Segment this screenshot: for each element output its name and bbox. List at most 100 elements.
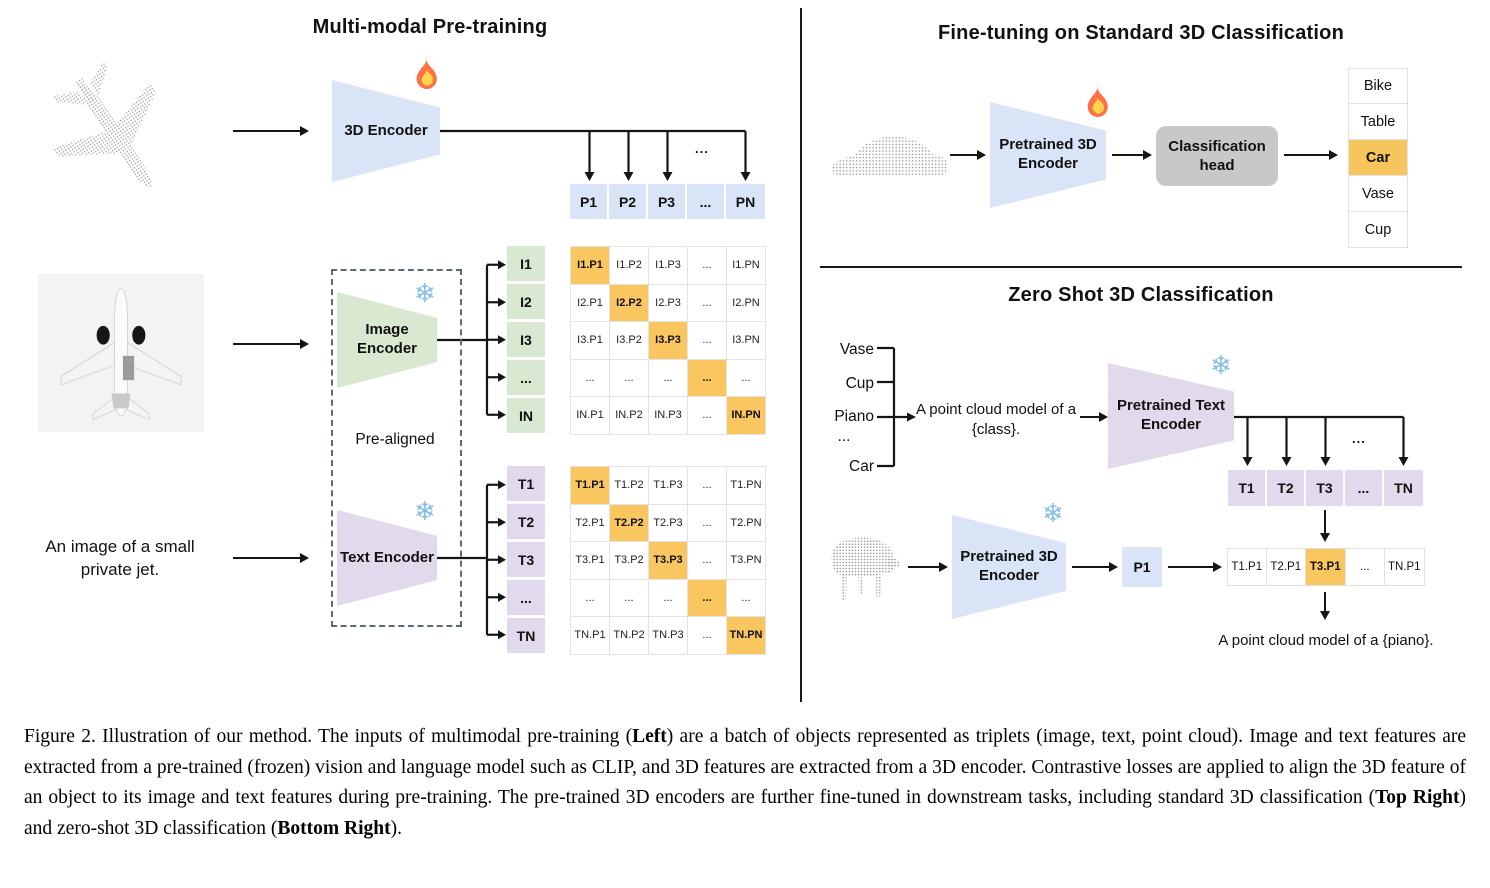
caption-segment: ) and zero-shot 3D classification ( [24,787,1466,839]
caption-bold-segment: Bottom Right [277,817,391,839]
pre-aligned-label: Pre-aligned [355,431,435,448]
text-similarity-matrix: T1.P1 T1.P2 T1.P3... T1.PN T2.P1 T2.P2 T2.P3..… [570,466,766,655]
matrix-cell: T1.P3 [649,467,688,505]
t-cell: T3 [1306,470,1345,506]
airplane-image [38,274,204,432]
result-cell: ... [1345,548,1385,586]
matrix-cell: ... [610,359,649,397]
snowflake-icon: ❄ [414,278,436,308]
fire-icon [1080,82,1114,125]
p-cell: PN [726,184,765,219]
zs-class-cup: Cup [845,375,874,392]
arrow-head-to-classes [1284,150,1338,160]
matrix-cell: ... [688,247,727,285]
matrix-cell: ... [610,579,649,617]
p-cell: ... [687,184,726,219]
matrix-cell: ... [571,359,610,397]
caption-bold-segment: Top Right [1375,787,1460,809]
matrix-cell: TN.PN [727,617,766,655]
matrix-cell: TN.P1 [571,617,610,655]
matrix-cell: T3.P2 [610,542,649,580]
matrix-cell: ... [688,359,727,397]
t-cell: T2 [1267,470,1306,506]
p-cell: P1 [570,184,609,219]
zs-class-ellipsis: ... [837,428,851,445]
matrix-cell: IN.P3 [649,397,688,435]
matrix-row: TN.P1 TN.P2 TN.P3... TN.PN [571,617,766,655]
matrix-cell: ... [688,617,727,655]
class-item: Bike [1348,68,1408,104]
text-feature-label: T3 [507,542,545,577]
matrix-cell: T3.P1 [571,542,610,580]
fine-tuning-title: Fine-tuning on Standard 3D Classificatio… [937,22,1344,44]
matrix-row: T3.P1 T3.P2 T3.P3... T3.PN [571,542,766,580]
connector-text-encoder-to-rows [437,480,506,640]
matrix-cell: TN.P3 [649,617,688,655]
p-cell: P2 [609,184,648,219]
pre-aligned-box [331,269,462,627]
matrix-cell: IN.P2 [610,397,649,435]
image-feature-column: I1 I2 I3... IN [507,246,545,433]
arrow-prompt-to-text-encoder [1080,412,1108,422]
matrix-cell: I3.P2 [610,322,649,360]
matrix-row: T1.P1 T1.P2 T1.P3... T1.PN [571,467,766,505]
image-feature-label: IN [507,398,545,433]
matrix-cell: T2.P3 [649,504,688,542]
pretrained-3d-encoder-zs-label: Pretrained 3D Encoder [960,548,1058,584]
arrow-encoder-to-p1 [1072,562,1118,572]
result-cell: T2.P1 [1266,548,1306,586]
class-item: Cup [1348,212,1408,248]
left-panel-title: Multi-modal Pre-training [312,16,548,38]
piano-point-cloud [824,528,904,608]
text-feature-label: T1 [507,466,545,501]
matrix-cell: T1.PN [727,467,766,505]
image-encoder-label: Image Encoder [356,321,417,357]
matrix-cell: I1.P1 [571,247,610,285]
t-cell: TN [1384,470,1423,506]
zs-result-row: T1.P1 T2.P1 T3.P1... TN.P1 [1227,548,1425,586]
matrix-cell: ... [688,284,727,322]
pretrained-text-encoder: Pretrained Text Encoder [1108,363,1234,469]
matrix-cell: IN.P1 [571,397,610,435]
ellipsis: ... [695,141,709,156]
ellipsis: ... [1352,431,1366,446]
snowflake-icon: ❄ [414,496,436,526]
matrix-cell: ... [688,579,727,617]
zs-class-bracket [877,346,916,468]
matrix-cell: ... [688,322,727,360]
matrix-cell: I2.P3 [649,284,688,322]
matrix-cell: T2.P1 [571,504,610,542]
horizontal-divider [820,266,1462,268]
matrix-cell: ... [649,579,688,617]
matrix-cell: T3.P3 [649,542,688,580]
arrow-p1-to-result [1168,562,1222,572]
matrix-cell: ... [688,467,727,505]
text-feature-label: T2 [507,504,545,539]
matrix-cell: TN.P2 [610,617,649,655]
vertical-divider [800,8,802,702]
connector-image-encoder-to-rows [437,260,506,420]
image-feature-label: I2 [507,284,545,319]
image-feature-label: ... [507,360,545,395]
matrix-row: IN.P1 IN.P2 IN.P3... IN.PN [571,397,766,435]
text-feature-column: T1 T2 T3... TN [507,466,545,653]
matrix-row: ............... [571,579,766,617]
matrix-cell: I2.P2 [610,284,649,322]
text-feature-label: TN [507,618,545,653]
matrix-cell: ... [727,359,766,397]
image-similarity-matrix: I1.P1 I1.P2 I1.P3... I1.PN I2.P1 I2.P2 I2.P3..… [570,246,766,435]
t-cell: ... [1345,470,1384,506]
caption-bold-segment: Left [632,726,667,747]
matrix-cell: T3.PN [727,542,766,580]
zs-class-vase: Vase [839,341,874,358]
matrix-cell: I2.PN [727,284,766,322]
arrow-t-row-to-result [1320,510,1330,542]
arrow-piano-to-encoder [908,562,948,572]
class-item: Vase [1348,176,1408,212]
zs-result-caption: A point cloud model of a {piano}. [1218,632,1434,649]
caption-segment: ). [390,817,402,839]
car-point-cloud [826,116,952,188]
text-encoder-label: Text Encoder [340,548,434,566]
pretrained-3d-encoder-zeroshot: Pretrained 3D Encoder [952,515,1066,619]
